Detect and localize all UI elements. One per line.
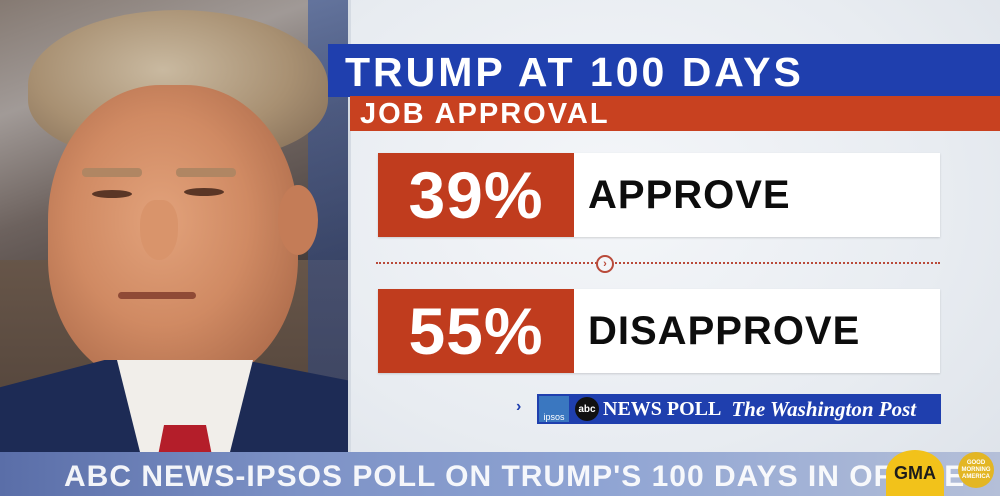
title-bar bbox=[328, 44, 1000, 97]
approve-label: APPROVE bbox=[588, 172, 791, 217]
disapprove-percent: 55% bbox=[378, 289, 574, 373]
ticker-headline: ABC NEWS-IPSOS POLL ON TRUMP'S 100 DAYS … bbox=[64, 460, 966, 493]
approve-percent: 39% bbox=[378, 153, 574, 237]
abc-logo: abc bbox=[575, 397, 599, 421]
ipsos-logo: ipsos bbox=[539, 396, 569, 422]
approve-stat: 39% APPROVE bbox=[378, 153, 940, 237]
panel-divider bbox=[348, 0, 351, 496]
chevron-right-icon: › bbox=[516, 398, 522, 415]
disapprove-label: DISAPPROVE bbox=[588, 308, 861, 353]
portrait-photo bbox=[0, 0, 348, 496]
graphic-title: TRUMP AT 100 DAYS bbox=[345, 49, 804, 95]
washington-post-logo: The Washington Post bbox=[731, 396, 917, 421]
lower-third-ticker bbox=[0, 452, 1000, 496]
news-poll-label: NEWS POLL bbox=[603, 397, 722, 420]
gma-badge: GMA bbox=[886, 450, 944, 496]
gma-logo: GOOD MORNING AMERICA bbox=[958, 452, 994, 488]
dotted-divider bbox=[376, 262, 940, 264]
subtitle-bar bbox=[350, 96, 1000, 131]
chevron-right-icon: › bbox=[596, 255, 614, 273]
poll-source-bar: ipsos abc NEWS POLL The Washington Post bbox=[537, 394, 941, 424]
graphic-subtitle: JOB APPROVAL bbox=[360, 98, 610, 130]
disapprove-stat: 55% DISAPPROVE bbox=[378, 289, 940, 373]
